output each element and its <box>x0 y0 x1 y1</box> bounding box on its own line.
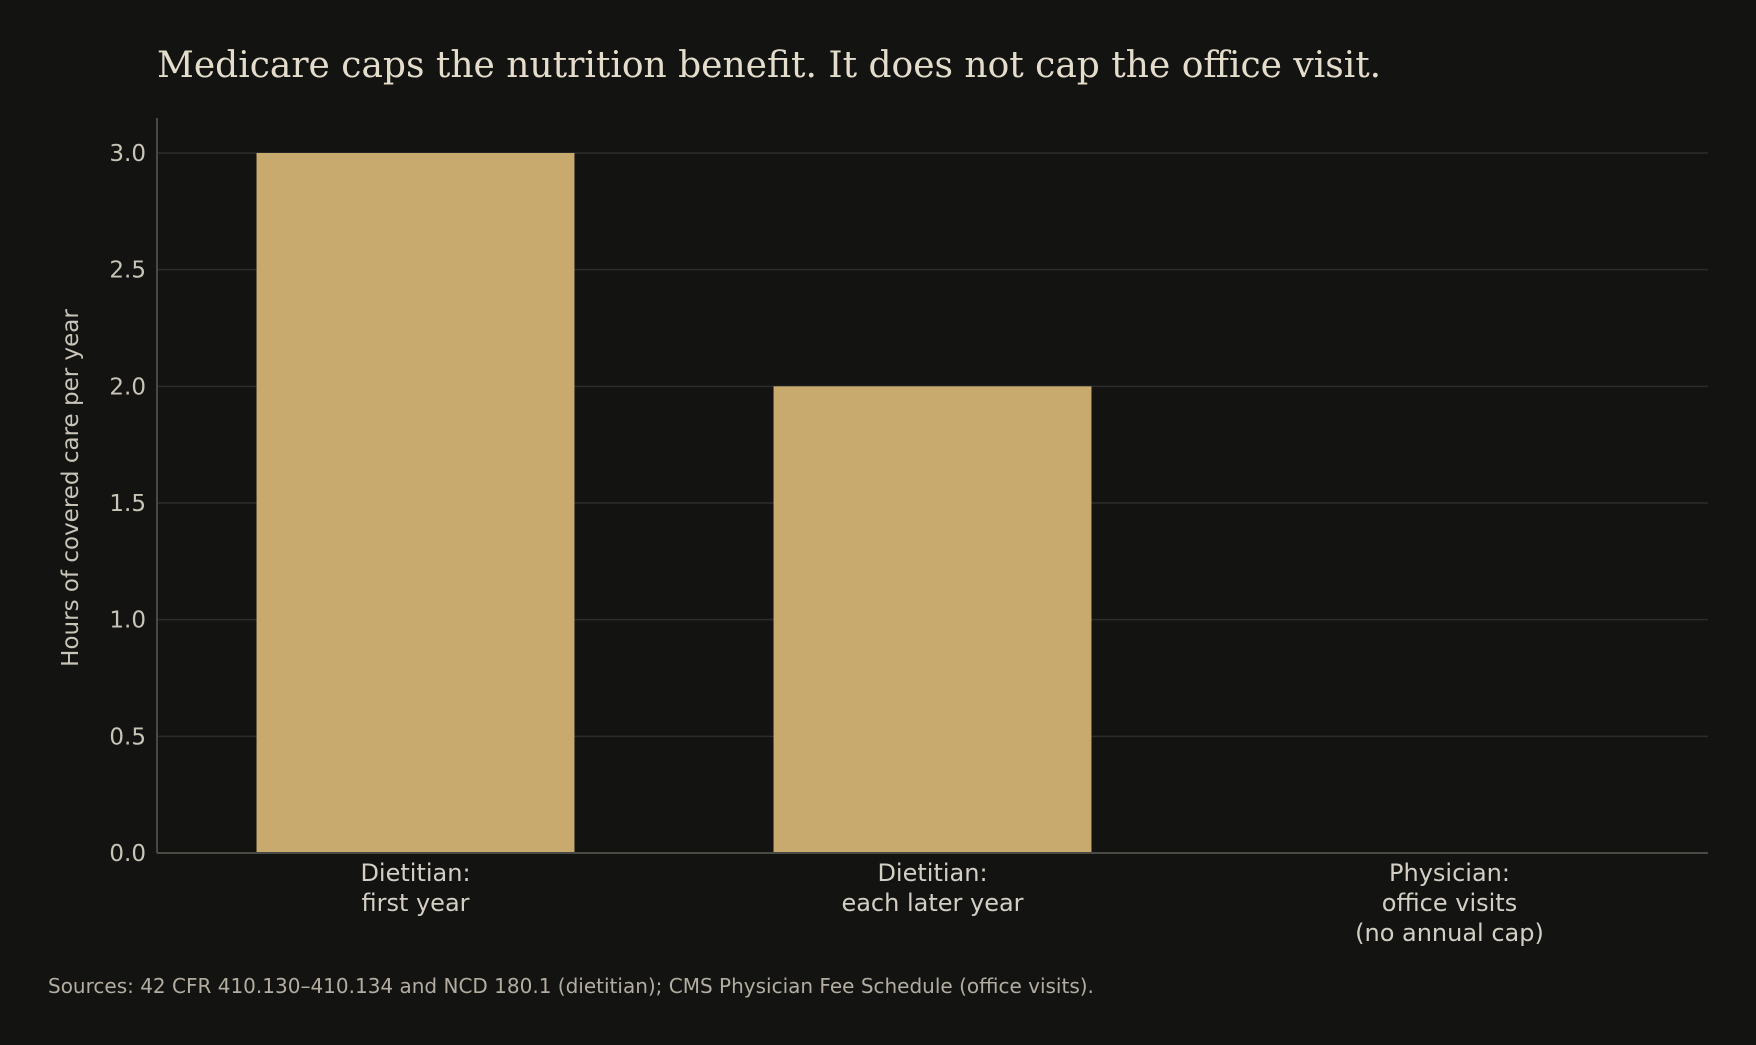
axes <box>156 118 1708 854</box>
bars <box>256 153 1092 853</box>
y-tick-labels: 0.0 0.5 1.0 1.5 2.0 2.5 3.0 <box>109 141 146 867</box>
x-category-label-line: first year <box>361 889 469 917</box>
chart-title: Medicare caps the nutrition benefit. It … <box>157 45 1381 86</box>
x-category-label-line: each later year <box>841 889 1023 917</box>
x-category-label-line: Physician: <box>1389 859 1510 887</box>
y-tick-label: 2.5 <box>109 258 146 284</box>
y-tick-label: 2.0 <box>109 374 146 400</box>
x-category-label-line: Dietitian: <box>360 859 470 887</box>
x-category-label-line: office visits <box>1382 889 1517 917</box>
y-tick-label: 0.5 <box>109 724 146 750</box>
y-tick-label: 1.0 <box>109 608 146 634</box>
y-axis-title: Hours of covered care per year <box>58 309 84 667</box>
y-tick-label: 3.0 <box>109 141 146 167</box>
x-category-label-line: Dietitian: <box>877 859 987 887</box>
y-tick-label: 1.5 <box>109 491 146 517</box>
x-category-label: Physician: office visits (no annual cap) <box>1355 859 1544 947</box>
bar <box>773 386 1092 853</box>
y-tick-label: 0.0 <box>109 841 146 867</box>
source-note: Sources: 42 CFR 410.130–410.134 and NCD … <box>48 974 1094 998</box>
x-category-label-line: (no annual cap) <box>1355 919 1544 947</box>
bar <box>256 153 575 853</box>
x-category-label: Dietitian: each later year <box>841 859 1023 917</box>
x-category-label: Dietitian: first year <box>360 859 470 917</box>
